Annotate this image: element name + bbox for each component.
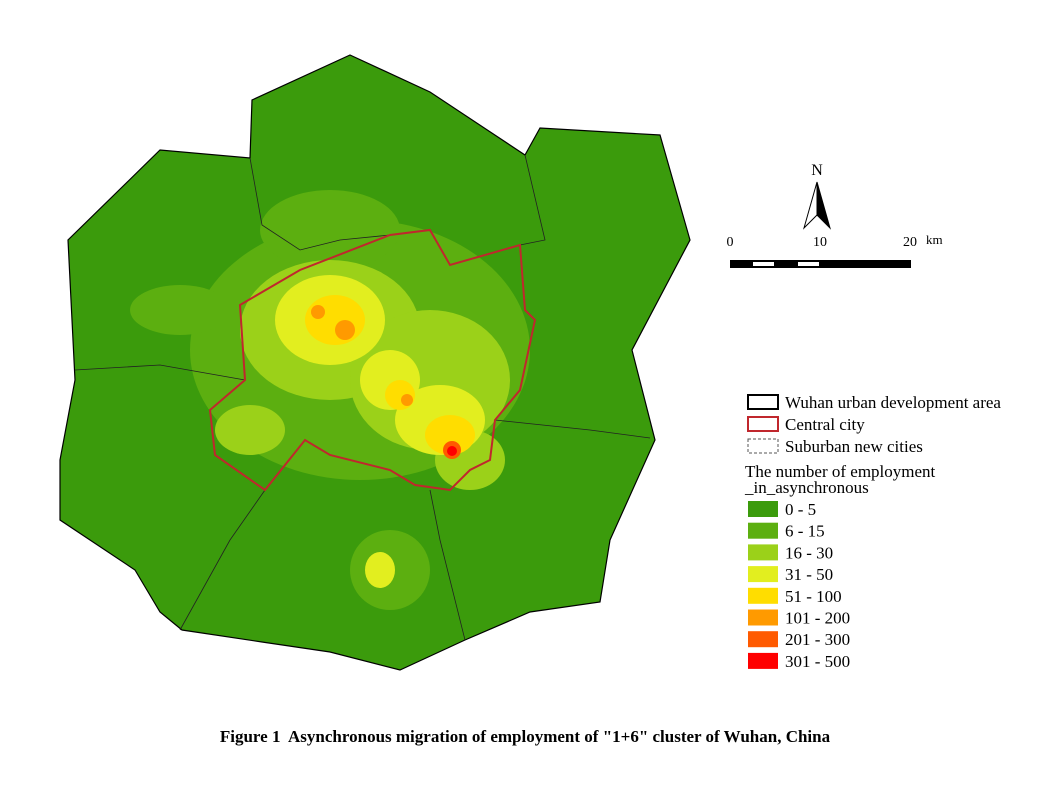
district-boundary	[74, 364, 246, 381]
legend-swatch	[748, 544, 778, 561]
scale-bar: 0 10 20 km	[727, 232, 943, 268]
arrow-half	[802, 181, 818, 230]
legend-label: 51 - 100	[785, 587, 842, 606]
scale-unit: km	[926, 232, 943, 247]
legend-swatch	[748, 587, 778, 604]
district-boundary	[179, 489, 266, 631]
district-boundary	[429, 489, 466, 641]
legend: Wuhan urban development area Central city…	[744, 393, 1001, 671]
scale-bar-segment	[798, 262, 819, 266]
legend-label: 301 - 500	[785, 652, 850, 671]
legend-label: 16 - 30	[785, 543, 833, 562]
legend-label: 0 - 5	[785, 500, 816, 519]
heat-patch	[260, 190, 400, 270]
heat-patch	[365, 552, 395, 588]
legend-swatch	[748, 522, 778, 539]
legend-swatch	[748, 501, 778, 517]
scale-label: 10	[813, 235, 827, 250]
heat-patch	[130, 285, 230, 335]
heat-patch	[447, 446, 457, 456]
scale-bar-body	[730, 260, 911, 268]
heat-patch	[311, 305, 325, 319]
legend-swatch	[747, 438, 779, 454]
legend-label: Central city	[785, 415, 865, 434]
district-boundary	[519, 154, 546, 246]
heat-patch	[215, 405, 285, 455]
heat-patch	[425, 415, 475, 455]
district-lines	[74, 154, 651, 641]
legend-swatch	[748, 652, 778, 669]
caption: Figure 1 Asynchronous migration of emplo…	[220, 727, 831, 746]
legend-label: Suburban new cities	[785, 437, 923, 456]
district-boundary	[249, 157, 391, 251]
central-city	[208, 228, 537, 492]
map	[59, 54, 691, 671]
heat-patch	[401, 394, 413, 406]
legend-swatch	[747, 416, 779, 432]
district-boundary	[494, 419, 651, 439]
north-arrow: N	[802, 162, 832, 230]
heat-patch	[305, 295, 365, 345]
scale-label: 20	[903, 235, 917, 250]
legend-swatch	[748, 609, 778, 626]
scale-label: 0	[727, 235, 734, 250]
scale-bar-segment	[753, 262, 774, 266]
arrow-half	[816, 181, 832, 230]
heat-patch	[335, 320, 355, 340]
north-label: N	[811, 162, 823, 179]
legend-swatch	[748, 631, 778, 648]
legend-title: The number of employment	[745, 462, 936, 481]
legend-label: 101 - 200	[785, 609, 850, 628]
legend-swatch	[748, 566, 778, 583]
legend-label: 201 - 300	[785, 630, 850, 649]
legend-label: Wuhan urban development area	[785, 393, 1001, 412]
legend-label: 31 - 50	[785, 565, 833, 584]
legend-swatch	[747, 394, 779, 410]
heat-patch	[385, 380, 415, 410]
legend-title: _in_asynchronous	[744, 478, 869, 497]
legend-label: 6 - 15	[785, 522, 825, 541]
